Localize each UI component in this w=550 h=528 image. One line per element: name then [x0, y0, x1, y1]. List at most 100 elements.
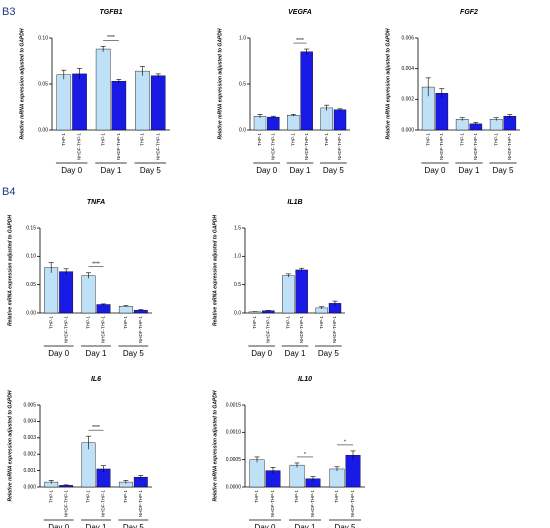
x-tick-label: THP-1	[425, 133, 430, 146]
y-tick-label: 0.004	[401, 66, 414, 72]
chart-title: IL6	[91, 376, 101, 383]
x-tick-label: NHDF-THP-1	[155, 133, 160, 160]
bar	[118, 306, 133, 314]
y-axis-label: Relative mRNA expression adjusted to GAP…	[7, 390, 13, 501]
y-axis-label: Relative mRNA expression adjusted to GAP…	[212, 215, 218, 326]
bar	[267, 116, 280, 131]
y-tick-label: 0.00	[38, 127, 48, 133]
bar	[81, 275, 96, 314]
x-tick-label: NHDF-THP-1	[332, 316, 337, 343]
bar	[249, 459, 265, 488]
y-tick-label: 0.0	[234, 310, 241, 316]
x-tick-label: NHDF-THP-1	[350, 490, 355, 517]
y-tick-label: 0.0010	[226, 430, 242, 436]
group-label: Day 5	[323, 166, 344, 175]
x-tick-label: NHDF-THP-1	[101, 490, 106, 517]
x-tick-label: NHDF-THP-1	[304, 133, 309, 160]
bar	[489, 119, 503, 131]
group-label: Day 1	[290, 166, 311, 175]
panel-label: B3	[2, 6, 15, 18]
x-tick-label: NHDF-THP-1	[439, 133, 444, 160]
x-tick-label: THP-1	[319, 316, 324, 329]
x-tick-label: THP-1	[123, 490, 128, 503]
bar	[289, 464, 305, 488]
y-tick-label: 0.0000	[226, 484, 242, 490]
group-label: Day 1	[295, 523, 316, 528]
bar	[300, 51, 313, 131]
y-tick-label: 0.5	[239, 81, 246, 87]
x-tick-label: THP-1	[86, 316, 91, 329]
y-axis-label: Relative mRNA expression adjusted to GAP…	[212, 390, 218, 501]
bar	[95, 48, 111, 131]
group-label: Day 1	[86, 523, 107, 528]
x-tick-label: NHDF-THP-1	[337, 133, 342, 160]
y-axis-label: Relative mRNA expression adjusted to GAP…	[385, 28, 391, 139]
y-tick-label: 0.005	[23, 402, 36, 408]
y-tick-label: 0.05	[26, 282, 36, 288]
chart-title: IL1B	[287, 199, 302, 206]
y-tick-label: 1.5	[234, 225, 241, 231]
y-tick-label: 0.05	[38, 81, 48, 87]
x-tick-label: NHDF-THP-1	[63, 316, 68, 343]
y-tick-label: 0.001	[23, 468, 36, 474]
x-tick-label: NHDF-THP-1	[310, 490, 315, 517]
y-axis-label: Relative mRNA expression adjusted to GAP…	[217, 28, 223, 139]
bar	[333, 109, 347, 131]
x-tick-label: THP-1	[100, 133, 105, 146]
y-axis-label: Relative mRNA expression adjusted to GAP…	[7, 215, 13, 326]
group-label: Day 0	[48, 523, 69, 528]
significance-label: ****	[92, 262, 100, 268]
x-tick-label: NHDF-THP-1	[299, 316, 304, 343]
bar	[135, 70, 150, 131]
y-axis-label: Relative mRNA expression adjusted to GAP…	[19, 28, 25, 139]
x-tick-label: THP-1	[123, 316, 128, 329]
group-label: Day 5	[335, 523, 356, 528]
x-tick-label: NHDF-THP-1	[270, 490, 275, 517]
group-label: Day 5	[493, 166, 514, 175]
bar	[295, 269, 308, 314]
group-label: Day 5	[140, 166, 161, 175]
bar	[96, 304, 111, 314]
bar	[287, 115, 300, 131]
x-tick-label: NHDF-THP-1	[116, 133, 121, 160]
y-tick-label: 0.002	[23, 452, 36, 458]
bar	[56, 74, 72, 131]
y-tick-label: 0.5	[234, 282, 241, 288]
y-tick-label: 0.00	[26, 310, 36, 316]
x-tick-label: NHDF-THP-1	[138, 490, 143, 517]
bar	[111, 81, 127, 131]
y-tick-label: 0.000	[23, 484, 36, 490]
bar	[248, 311, 262, 314]
bar	[435, 92, 449, 131]
x-tick-label: THP-1	[86, 490, 91, 503]
y-tick-label: 1.0	[234, 254, 241, 260]
y-tick-label: 1.0	[239, 35, 246, 41]
bar	[253, 115, 267, 131]
bar	[81, 442, 96, 488]
x-tick-label: NHDF-THP-1	[271, 133, 276, 160]
group-label: Day 0	[61, 166, 82, 175]
x-tick-label: THP-1	[257, 133, 262, 146]
y-tick-label: 0.004	[23, 419, 36, 425]
chart-title: IL10	[298, 376, 312, 383]
x-tick-label: NHDF-THP-1	[266, 316, 271, 343]
y-tick-label: 0.006	[401, 35, 414, 41]
bar	[59, 271, 74, 314]
group-label: Day 1	[459, 166, 480, 175]
group-label: Day 1	[86, 349, 107, 358]
x-tick-label: THP-1	[493, 133, 498, 146]
y-tick-label: 0.002	[401, 97, 414, 103]
bar	[262, 310, 275, 314]
x-tick-label: THP-1	[252, 316, 257, 329]
x-tick-label: THP-1	[294, 490, 299, 503]
x-tick-label: THP-1	[61, 133, 66, 146]
x-tick-label: THP-1	[254, 490, 259, 503]
y-tick-label: 0.000	[401, 127, 414, 133]
x-tick-label: THP-1	[291, 133, 296, 146]
group-label: Day 0	[256, 166, 277, 175]
group-label: Day 0	[255, 523, 276, 528]
bar	[72, 73, 87, 131]
x-tick-label: NHDF-THP-1	[138, 316, 143, 343]
x-tick-label: NHDF-THP-1	[101, 316, 106, 343]
